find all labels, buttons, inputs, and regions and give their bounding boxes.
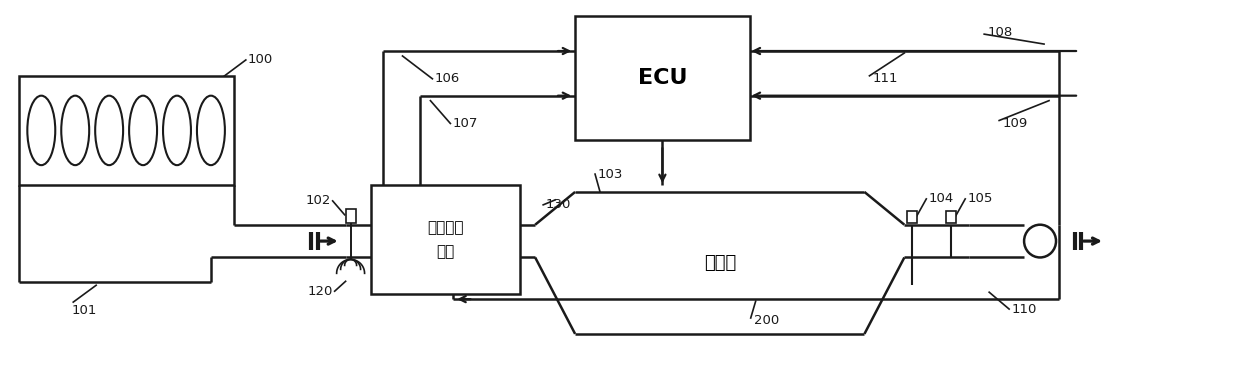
Ellipse shape — [61, 96, 89, 165]
Text: 200: 200 — [754, 315, 779, 328]
Text: 111: 111 — [873, 72, 898, 85]
Text: 计量喷射
系统: 计量喷射 系统 — [427, 220, 464, 259]
Text: 103: 103 — [598, 168, 624, 181]
Bar — [20, 76, 234, 185]
Bar — [371, 185, 521, 294]
Text: ECU: ECU — [637, 68, 687, 88]
Ellipse shape — [27, 96, 56, 165]
Text: 催化剂: 催化剂 — [703, 254, 735, 272]
Text: 101: 101 — [71, 304, 97, 317]
Bar — [908, 211, 918, 223]
Text: 105: 105 — [967, 193, 992, 206]
Text: 130: 130 — [546, 198, 570, 211]
Text: 104: 104 — [929, 193, 954, 206]
Text: 108: 108 — [987, 26, 1012, 39]
Ellipse shape — [95, 96, 123, 165]
Text: 107: 107 — [453, 117, 477, 130]
Text: 110: 110 — [1011, 303, 1037, 316]
Bar — [946, 211, 956, 223]
Text: 100: 100 — [248, 53, 273, 66]
Text: 120: 120 — [308, 285, 332, 298]
Bar — [575, 16, 750, 140]
Ellipse shape — [197, 96, 224, 165]
Ellipse shape — [162, 96, 191, 165]
Text: 109: 109 — [1002, 117, 1028, 130]
Ellipse shape — [1024, 225, 1056, 257]
Text: 102: 102 — [305, 194, 331, 207]
Bar — [346, 209, 356, 223]
Ellipse shape — [129, 96, 157, 165]
Text: 106: 106 — [434, 72, 460, 85]
